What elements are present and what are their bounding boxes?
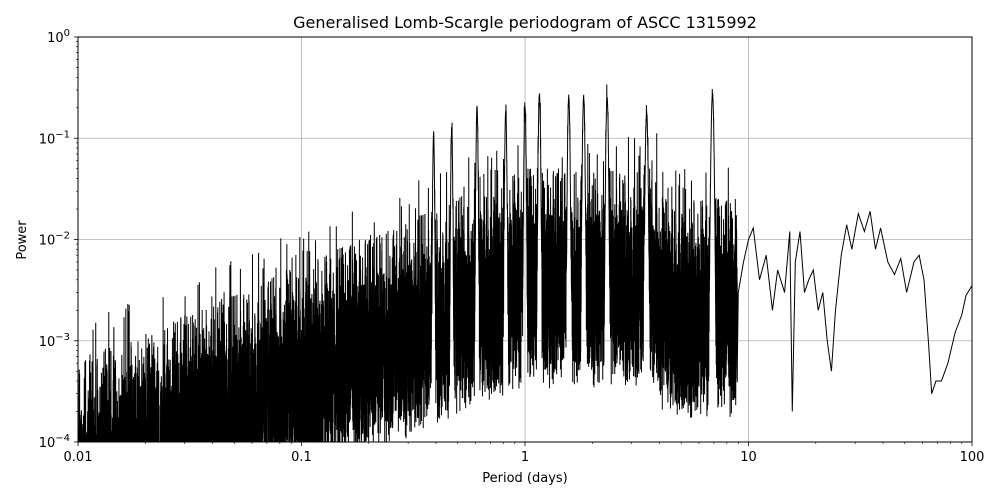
x-tick-label: 0.01 [64, 450, 93, 465]
periodogram-series [78, 84, 972, 442]
x-tick-label: 1 [521, 450, 529, 465]
y-axis-label: Power [15, 220, 30, 260]
data-layer [78, 84, 972, 442]
tick-layer: 0.01 0.1 1 10 100 10−4 10−3 10−2 10−1 100 [39, 28, 985, 465]
y-tick-label: 10−2 [39, 231, 70, 249]
x-tick-label: 10 [740, 450, 757, 465]
x-tick-label: 0.1 [291, 450, 312, 465]
y-tick-label: 10−1 [39, 129, 70, 147]
x-tick-label: 100 [960, 450, 985, 465]
x-axis-label: Period (days) [482, 471, 568, 486]
chart-title: Generalised Lomb-Scargle periodogram of … [293, 13, 757, 32]
y-tick-label: 10−3 [39, 332, 70, 350]
y-tick-label: 10−4 [39, 433, 70, 451]
y-tick-label: 100 [47, 28, 70, 46]
